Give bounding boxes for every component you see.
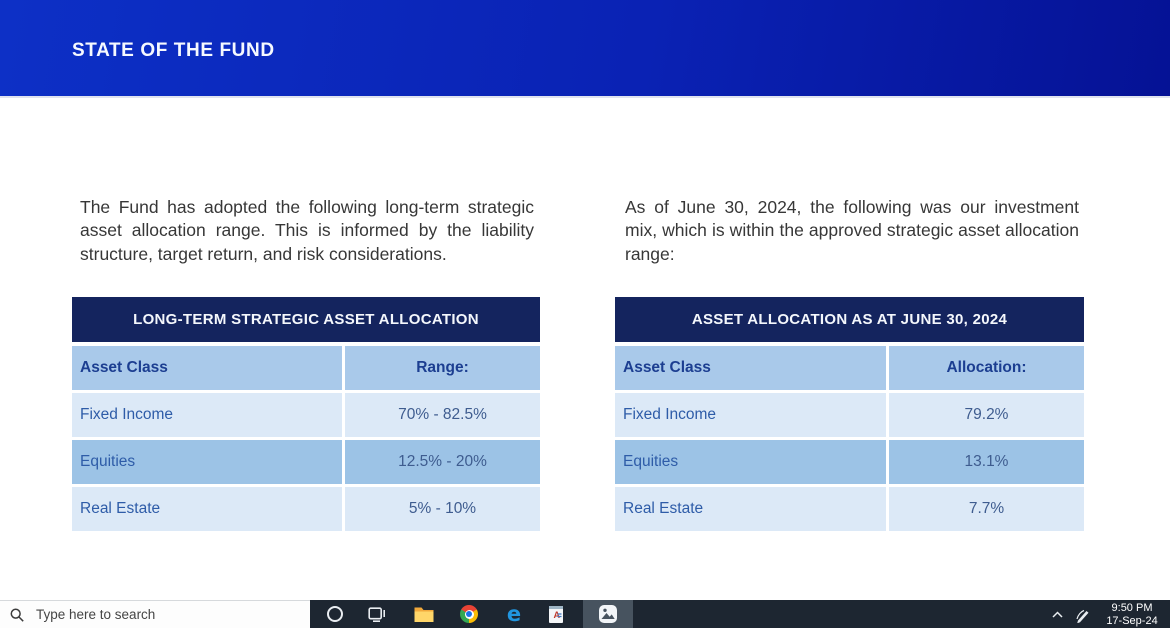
slide-header-band: STATE OF THE FUND bbox=[0, 0, 1170, 98]
table-grid: Asset Class Allocation: Fixed Income 79.… bbox=[615, 346, 1084, 531]
search-icon bbox=[10, 608, 24, 622]
table-row-value: 79.2% bbox=[889, 393, 1084, 437]
taskbar-button-photos[interactable] bbox=[583, 600, 633, 628]
edge-icon: e bbox=[506, 601, 522, 626]
table-strategic-allocation: LONG-TERM STRATEGIC ASSET ALLOCATION Ass… bbox=[72, 297, 540, 531]
presentation-slide: STATE OF THE FUND The Fund has adopted t… bbox=[0, 0, 1170, 531]
task-view-icon bbox=[367, 607, 385, 622]
column-header-asset-class: Asset Class bbox=[615, 346, 886, 390]
tray-show-hidden-icons[interactable] bbox=[1046, 600, 1068, 628]
search-input[interactable] bbox=[34, 606, 288, 623]
pen-icon bbox=[1075, 609, 1088, 623]
chevron-up-icon bbox=[1051, 610, 1063, 618]
photos-icon bbox=[599, 605, 617, 623]
cortana-icon bbox=[327, 606, 343, 622]
table-row-asset-class: Real Estate bbox=[72, 487, 342, 531]
table-row-asset-class: Equities bbox=[72, 440, 342, 484]
taskbar-search[interactable] bbox=[0, 600, 310, 628]
table-grid: Asset Class Range: Fixed Income 70% - 82… bbox=[72, 346, 540, 531]
tray-clock[interactable]: 9:50 PM 17-Sep-24 bbox=[1100, 602, 1164, 627]
clock-time: 9:50 PM bbox=[1111, 602, 1153, 614]
file-explorer-icon bbox=[414, 607, 434, 622]
taskbar-button-file-explorer[interactable] bbox=[410, 600, 438, 628]
table-row-asset-class: Equities bbox=[615, 440, 886, 484]
clock-date: 17-Sep-24 bbox=[1106, 614, 1158, 627]
intro-paragraph-right: As of June 30, 2024, the following was o… bbox=[625, 196, 1079, 264]
column-header-allocation: Allocation: bbox=[889, 346, 1084, 390]
word-document-icon: A bbox=[549, 605, 563, 623]
table-row-value: 12.5% - 20% bbox=[345, 440, 540, 484]
table-row-asset-class: Fixed Income bbox=[615, 393, 886, 437]
taskbar-button-edge[interactable]: e bbox=[500, 600, 528, 628]
taskbar-button-cortana[interactable] bbox=[321, 600, 349, 628]
tray-windows-ink[interactable] bbox=[1070, 600, 1096, 628]
table-title: LONG-TERM STRATEGIC ASSET ALLOCATION bbox=[72, 297, 540, 342]
windows-taskbar: e A bbox=[0, 600, 1170, 628]
table-row-asset-class: Fixed Income bbox=[72, 393, 342, 437]
table-title: ASSET ALLOCATION AS AT JUNE 30, 2024 bbox=[615, 297, 1084, 342]
taskbar-button-chrome[interactable] bbox=[455, 600, 483, 628]
column-header-asset-class: Asset Class bbox=[72, 346, 342, 390]
svg-text:A: A bbox=[554, 610, 561, 620]
taskbar-button-task-view[interactable] bbox=[363, 600, 391, 628]
chrome-icon bbox=[460, 605, 478, 623]
intro-paragraph-left: The Fund has adopted the following long-… bbox=[80, 196, 534, 264]
table-row-value: 7.7% bbox=[889, 487, 1084, 531]
table-row-value: 13.1% bbox=[889, 440, 1084, 484]
taskbar-button-word-document[interactable]: A bbox=[542, 600, 570, 628]
table-row-asset-class: Real Estate bbox=[615, 487, 886, 531]
table-row-value: 5% - 10% bbox=[345, 487, 540, 531]
table-row-value: 70% - 82.5% bbox=[345, 393, 540, 437]
slide-title: STATE OF THE FUND bbox=[72, 40, 275, 61]
table-current-allocation: ASSET ALLOCATION AS AT JUNE 30, 2024 Ass… bbox=[615, 297, 1084, 531]
column-header-range: Range: bbox=[345, 346, 540, 390]
